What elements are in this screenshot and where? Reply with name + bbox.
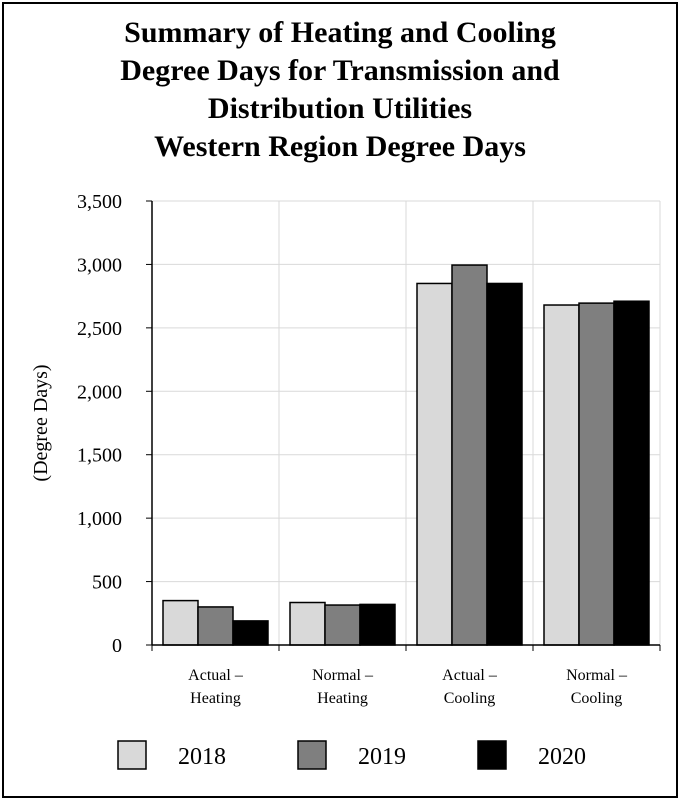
bar-2020	[359, 603, 396, 646]
bar-2018	[289, 601, 326, 646]
x-category-label-line-2: Heating	[190, 690, 241, 707]
x-category-label-line-2: Cooling	[571, 690, 623, 707]
chart-title-line-4: Western Region Degree Days	[154, 130, 526, 163]
bar-2018	[416, 282, 453, 646]
x-category-label-line-1: Actual –	[188, 667, 244, 684]
bar-2020	[232, 620, 269, 646]
x-category-label-line-2: Heating	[317, 690, 368, 707]
y-tick-label: 1,000	[77, 508, 122, 530]
x-category-label-line-1: Actual –	[442, 667, 498, 684]
bar-2018	[543, 304, 580, 646]
y-tick-label: 2,000	[77, 381, 122, 403]
x-category-label-line-1: Normal –	[312, 667, 374, 684]
legend-swatch-2020	[477, 740, 507, 770]
x-category-label-line-2: Cooling	[444, 690, 496, 707]
chart-title-line-3: Distribution Utilities	[207, 92, 473, 125]
legend-label-2020: 2020	[538, 744, 586, 770]
y-tick-label: 3,000	[77, 254, 122, 276]
bar-2018	[162, 599, 199, 646]
y-tick-label: 1,500	[77, 445, 122, 467]
bar-2020	[486, 282, 523, 646]
y-tick-label: 0	[112, 635, 122, 657]
bar-2019	[197, 606, 234, 646]
chart-title-line-1: Summary of Heating and Cooling	[124, 16, 556, 49]
y-tick-label: 3,500	[77, 191, 122, 213]
legend-label-2018: 2018	[178, 744, 226, 770]
bar-2019	[578, 302, 615, 646]
bar-2019	[451, 264, 488, 646]
legend-label-2019: 2019	[358, 744, 406, 770]
legend-swatch-2019	[297, 740, 327, 770]
x-category-label-line-1: Normal –	[566, 667, 628, 684]
legend-swatch-2018	[117, 740, 147, 770]
chart-title: Summary of Heating and Cooling Degree Da…	[0, 14, 680, 166]
y-tick-label: 500	[92, 572, 122, 594]
y-axis-label: (Degree Days)	[30, 364, 52, 481]
y-tick-label: 2,500	[77, 318, 122, 340]
chart-title-line-2: Degree Days for Transmission and	[120, 54, 560, 87]
bar-2020	[613, 300, 650, 646]
bar-2019	[324, 604, 361, 646]
